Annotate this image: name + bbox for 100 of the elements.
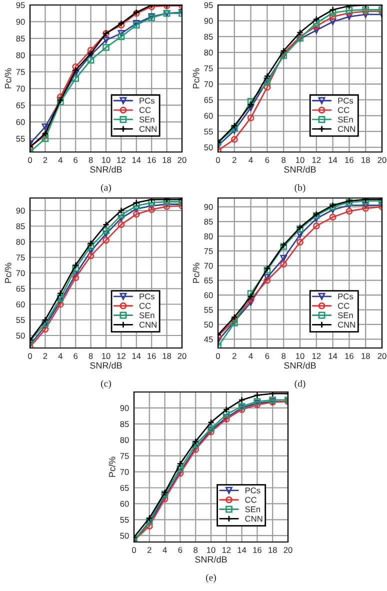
y-tick-label: 85 [16, 36, 25, 42]
y-tick-label: 95 [204, 2, 213, 8]
x-tick-label: 8 [88, 157, 93, 163]
y-tick-label: 55 [16, 317, 25, 323]
x-tick-label: 20 [178, 353, 186, 359]
y-tick-label: 65 [16, 102, 25, 108]
y-tick-label: 55 [204, 128, 213, 135]
legend-label: CC [338, 302, 350, 309]
x-tick-label: 6 [74, 157, 78, 163]
x-tick-label: 2 [232, 157, 236, 163]
y-tick-label: 55 [16, 136, 25, 142]
y-tick-label: 70 [204, 81, 213, 88]
x-tick-label: 20 [178, 157, 186, 163]
y-tick-label: 70 [16, 270, 25, 276]
legend-label: SEn [338, 312, 353, 318]
x-tick-label: 6 [74, 353, 78, 359]
text: (d) [294, 380, 306, 389]
x-tick-label: 4 [248, 157, 253, 163]
y-tick-label: 75 [16, 69, 25, 75]
legend-label: CC [245, 496, 257, 503]
y-tick-label: 60 [204, 292, 213, 298]
legend-label: PCs [140, 98, 154, 104]
x-tick-label: 8 [88, 353, 93, 359]
x-tick-label: 6 [178, 547, 182, 553]
x-tick-label: 0 [216, 353, 220, 359]
x-tick-label: 10 [296, 353, 304, 359]
y-tick-label: 75 [16, 254, 25, 260]
x-tick-label: 6 [265, 157, 270, 163]
y-tick-label: 80 [120, 437, 129, 443]
x-tick-label: 16 [148, 157, 156, 163]
y-axis-title: Pc/% [4, 68, 12, 88]
y-tick-label: 55 [120, 516, 129, 523]
text: (e) [206, 574, 216, 583]
y-axis-title: Pc/% [192, 262, 200, 283]
y-tick-label: 80 [16, 238, 25, 245]
x-axis-title: SNR/dB [195, 556, 227, 563]
x-tick-label: 18 [162, 353, 172, 359]
text: (c) [101, 380, 111, 389]
y-tick-label: 85 [204, 34, 213, 40]
x-tick-label: 14 [132, 157, 141, 163]
x-tick-label: 2 [232, 353, 236, 359]
y-tick-label: 65 [204, 278, 213, 284]
y-tick-label: 75 [204, 66, 213, 72]
legend-label: PCs [140, 293, 154, 300]
x-tick-label: 0 [132, 547, 136, 553]
y-tick-label: 85 [204, 218, 213, 225]
legend-label: CC [139, 107, 151, 114]
x-tick-label: 12 [117, 157, 126, 163]
y-axis-title: Pc/% [108, 456, 116, 477]
legend-label: PCs [245, 487, 260, 494]
x-tick-label: 4 [58, 157, 62, 163]
x-tick-label: 18 [362, 157, 370, 163]
y-tick-label: 90 [204, 18, 213, 24]
x-tick-label: 12 [312, 157, 321, 163]
x-tick-label: 4 [58, 353, 62, 359]
y-tick-label: 55 [204, 307, 213, 313]
x-tick-label: 16 [345, 353, 354, 359]
y-tick-label: 90 [16, 18, 25, 25]
y-tick-label: 60 [16, 301, 25, 308]
x-tick-label: 18 [268, 547, 277, 553]
x-tick-label: 20 [378, 353, 386, 359]
y-tick-label: 90 [204, 204, 213, 210]
y-tick-label: 50 [204, 144, 213, 150]
y-tick-label: 90 [16, 208, 25, 214]
text: (a) [101, 184, 111, 193]
legend-label: CNN [338, 126, 355, 132]
x-axis-title: SNR/dB [284, 362, 316, 369]
x-tick-label: 0 [216, 157, 220, 163]
x-tick-label: 2 [148, 547, 152, 553]
x-tick-label: 16 [148, 353, 156, 359]
x-tick-label: 18 [162, 157, 172, 163]
y-tick-label: 80 [204, 50, 213, 56]
x-tick-label: 4 [248, 353, 253, 359]
y-tick-label: 60 [16, 119, 25, 126]
legend-label: CNN [338, 322, 355, 328]
x-tick-label: 14 [238, 547, 246, 553]
x-tick-label: 12 [222, 547, 231, 553]
text: (b) [294, 184, 306, 193]
y-tick-label: 65 [120, 484, 129, 491]
legend-label: CNN [139, 126, 156, 132]
x-tick-label: 20 [378, 157, 386, 163]
x-tick-label: 14 [132, 353, 141, 359]
legend-label: SEn [338, 116, 353, 122]
y-axis-title: Pc/% [4, 262, 12, 283]
y-tick-label: 90 [120, 405, 129, 412]
y-tick-label: 80 [16, 52, 25, 58]
x-tick-label: 4 [162, 547, 167, 553]
legend-label: CC [139, 302, 151, 309]
x-tick-label: 14 [328, 157, 338, 163]
x-tick-label: 12 [312, 353, 321, 359]
y-tick-label: 85 [16, 223, 25, 230]
y-tick-label: 80 [204, 233, 213, 240]
legend-label: SEn [139, 116, 154, 122]
x-tick-label: 14 [328, 353, 338, 359]
x-tick-label: 8 [194, 547, 198, 553]
x-tick-label: 16 [253, 547, 262, 553]
x-tick-label: 10 [207, 547, 216, 553]
x-tick-label: 10 [102, 353, 110, 359]
legend-label: SEn [139, 312, 154, 318]
y-tick-label: 65 [204, 97, 213, 103]
